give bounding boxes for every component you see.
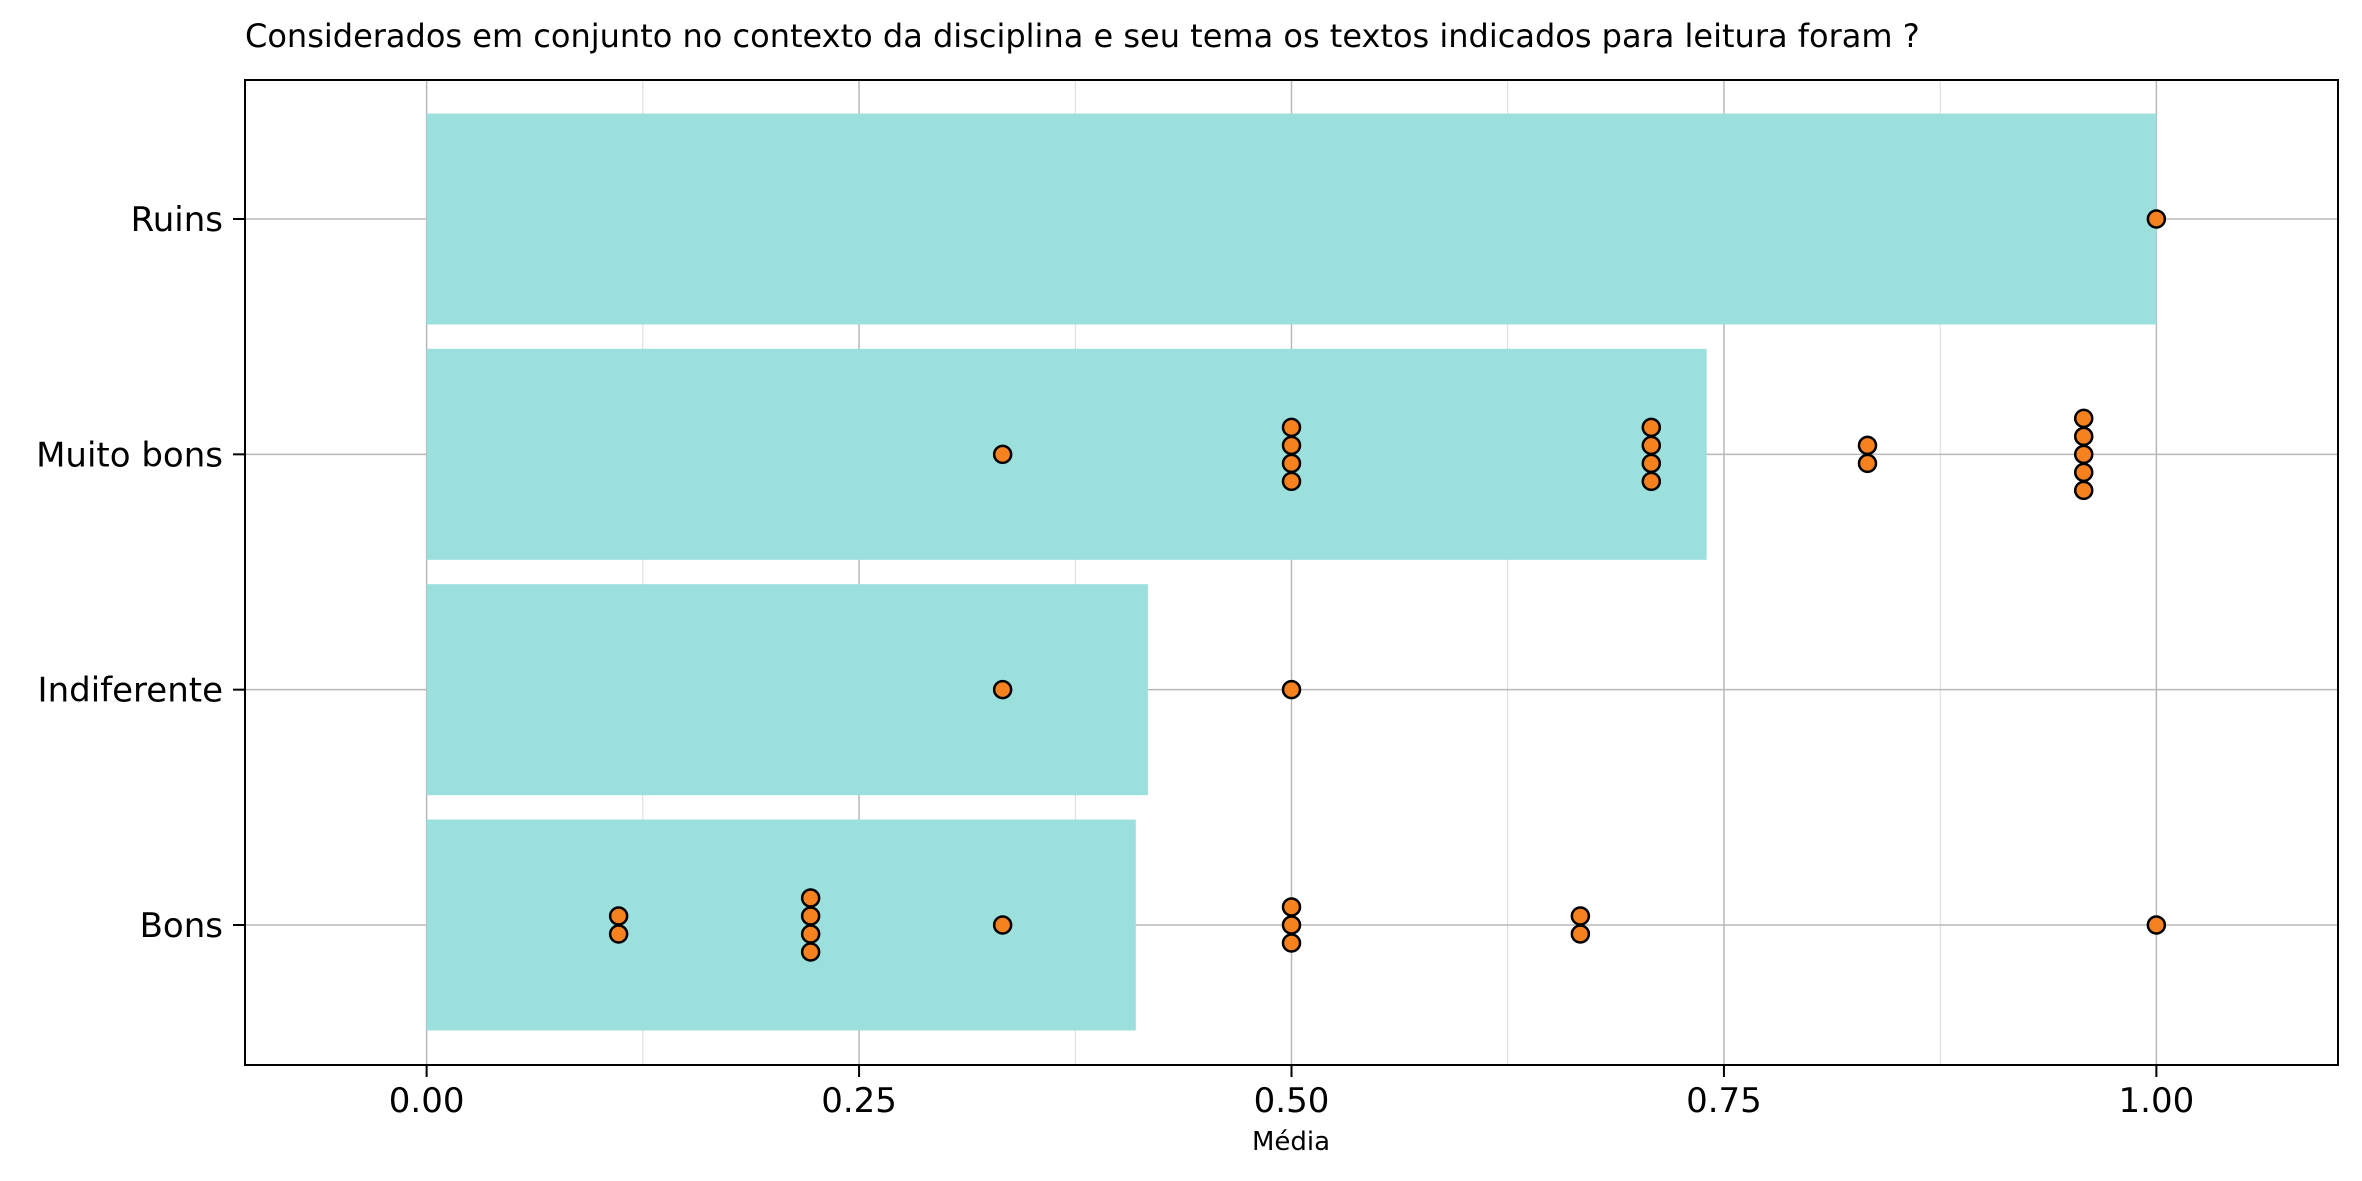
x-tick-label: 0.25 (821, 1081, 897, 1121)
data-point (1641, 417, 1662, 438)
x-axis: 0.00 0.25 0.50 0.75 1.00 (389, 1065, 2194, 1121)
points (608, 209, 2167, 962)
data-point (1281, 453, 1302, 474)
data-point (2073, 426, 2094, 447)
bar-muito-bons (426, 348, 1707, 560)
bars (426, 113, 2157, 1031)
bar-ruins (426, 113, 2157, 325)
data-point (2073, 462, 2094, 483)
x-axis-label: Média (1252, 1127, 1330, 1157)
data-point (1281, 435, 1302, 456)
bar-indiferente (426, 584, 1148, 796)
data-point (1281, 897, 1302, 917)
data-point (1641, 471, 1662, 492)
data-point (1281, 679, 1302, 700)
data-point (2146, 915, 2167, 935)
data-point (992, 679, 1013, 700)
data-point (2146, 209, 2167, 229)
data-point (1281, 933, 1302, 953)
data-point (1281, 417, 1302, 438)
data-point (1281, 471, 1302, 492)
x-tick-label: 0.75 (1686, 1081, 1762, 1121)
chart-title: Considerados em conjunto no contexto da … (245, 17, 1920, 55)
data-point (2073, 408, 2094, 429)
data-point (608, 906, 629, 926)
y-tick-label: Bons (140, 906, 223, 946)
x-tick-label: 1.00 (2119, 1081, 2195, 1121)
x-tick-label: 0.00 (389, 1081, 465, 1121)
data-point (1641, 435, 1662, 456)
y-axis: Bons Indiferente Muito bons Ruins (36, 200, 245, 946)
data-point (800, 924, 821, 944)
data-point (1857, 453, 1878, 474)
data-point (1641, 453, 1662, 474)
y-tick-label: Ruins (131, 200, 223, 240)
y-tick-label: Muito bons (36, 435, 223, 475)
data-point (1570, 924, 1591, 944)
data-point (800, 888, 821, 908)
data-point (1857, 435, 1878, 456)
bar-bons (426, 819, 1136, 1031)
data-point (992, 915, 1013, 935)
data-point (800, 906, 821, 926)
data-point (608, 924, 629, 944)
x-tick-label: 0.50 (1254, 1081, 1330, 1121)
data-point (1281, 915, 1302, 935)
y-tick-label: Indiferente (38, 671, 223, 711)
data-point (992, 444, 1013, 465)
data-point (1570, 906, 1591, 926)
data-point (2073, 444, 2094, 465)
data-point (2073, 480, 2094, 501)
data-point (800, 942, 821, 962)
